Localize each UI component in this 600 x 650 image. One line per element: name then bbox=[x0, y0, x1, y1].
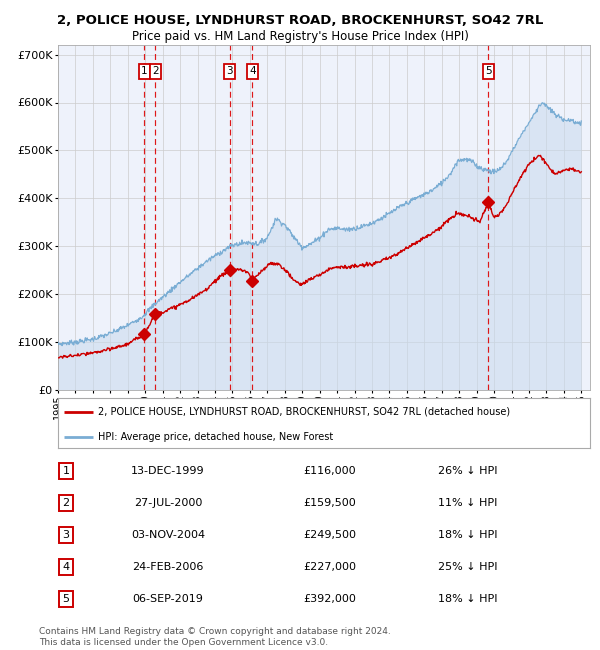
Text: £249,500: £249,500 bbox=[304, 530, 356, 540]
Text: 27-JUL-2000: 27-JUL-2000 bbox=[134, 498, 202, 508]
Text: 5: 5 bbox=[485, 66, 492, 76]
Text: 3: 3 bbox=[62, 530, 70, 540]
Text: 2, POLICE HOUSE, LYNDHURST ROAD, BROCKENHURST, SO42 7RL (detached house): 2, POLICE HOUSE, LYNDHURST ROAD, BROCKEN… bbox=[98, 406, 510, 417]
Text: £392,000: £392,000 bbox=[304, 594, 356, 604]
Text: 5: 5 bbox=[62, 594, 70, 604]
Text: HPI: Average price, detached house, New Forest: HPI: Average price, detached house, New … bbox=[98, 432, 333, 441]
Text: 2: 2 bbox=[62, 498, 70, 508]
Text: This data is licensed under the Open Government Licence v3.0.: This data is licensed under the Open Gov… bbox=[39, 638, 328, 647]
Text: 03-NOV-2004: 03-NOV-2004 bbox=[131, 530, 205, 540]
Text: 3: 3 bbox=[226, 66, 233, 76]
Text: 18% ↓ HPI: 18% ↓ HPI bbox=[438, 594, 498, 604]
Text: £159,500: £159,500 bbox=[304, 498, 356, 508]
Text: 24-FEB-2006: 24-FEB-2006 bbox=[133, 562, 203, 572]
Text: 11% ↓ HPI: 11% ↓ HPI bbox=[439, 498, 497, 508]
Text: Price paid vs. HM Land Registry's House Price Index (HPI): Price paid vs. HM Land Registry's House … bbox=[131, 30, 469, 43]
Text: 06-SEP-2019: 06-SEP-2019 bbox=[133, 594, 203, 604]
Text: 1: 1 bbox=[141, 66, 148, 76]
Text: Contains HM Land Registry data © Crown copyright and database right 2024.: Contains HM Land Registry data © Crown c… bbox=[39, 627, 391, 636]
Text: 1: 1 bbox=[62, 466, 70, 476]
Text: £116,000: £116,000 bbox=[304, 466, 356, 476]
Text: 4: 4 bbox=[62, 562, 70, 572]
Text: 13-DEC-1999: 13-DEC-1999 bbox=[131, 466, 205, 476]
Text: 4: 4 bbox=[249, 66, 256, 76]
Text: 2, POLICE HOUSE, LYNDHURST ROAD, BROCKENHURST, SO42 7RL: 2, POLICE HOUSE, LYNDHURST ROAD, BROCKEN… bbox=[57, 14, 543, 27]
Text: 2: 2 bbox=[152, 66, 158, 76]
Text: 18% ↓ HPI: 18% ↓ HPI bbox=[438, 530, 498, 540]
Text: £227,000: £227,000 bbox=[304, 562, 356, 572]
Text: 26% ↓ HPI: 26% ↓ HPI bbox=[438, 466, 498, 476]
Text: 25% ↓ HPI: 25% ↓ HPI bbox=[438, 562, 498, 572]
